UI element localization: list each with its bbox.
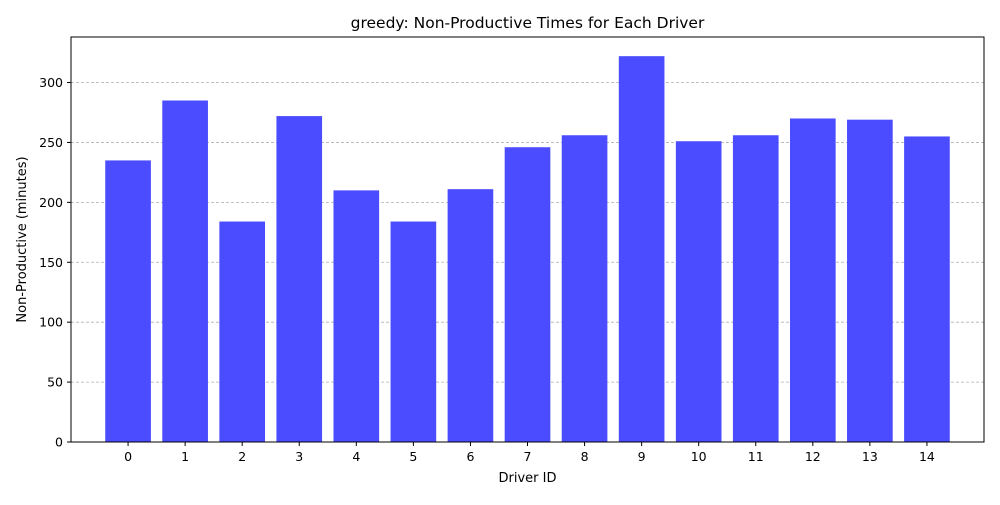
x-tick-label: 1: [181, 449, 189, 464]
bar-driver-11: [732, 135, 779, 442]
y-tick-label: 0: [55, 435, 63, 450]
bar-driver-6: [447, 189, 494, 442]
x-tick-label: 3: [295, 449, 303, 464]
bar-driver-10: [675, 141, 722, 443]
x-tick-label: 9: [638, 449, 646, 464]
x-tick-label: 11: [748, 449, 764, 464]
y-tick-label: 250: [39, 135, 63, 150]
x-tick-label: 5: [409, 449, 417, 464]
bars: [105, 56, 950, 443]
x-tick-label: 14: [919, 449, 935, 464]
y-tick-label: 150: [39, 255, 63, 270]
x-tick-label: 2: [238, 449, 246, 464]
x-tick-label: 6: [466, 449, 474, 464]
y-tick-label: 50: [47, 375, 63, 390]
y-tick-label: 100: [39, 315, 63, 330]
bar-driver-7: [504, 147, 551, 442]
bar-driver-5: [390, 221, 437, 442]
bar-driver-0: [105, 160, 151, 442]
x-tick-label: 13: [862, 449, 878, 464]
x-tick-label: 0: [124, 449, 132, 464]
bar-driver-1: [162, 100, 208, 442]
chart-title: greedy: Non-Productive Times for Each Dr…: [351, 14, 705, 32]
bar-driver-9: [618, 56, 665, 442]
y-tick-label: 300: [39, 75, 63, 90]
bar-driver-3: [276, 116, 323, 443]
x-tick-label: 7: [524, 449, 532, 464]
bar-driver-12: [789, 118, 836, 443]
y-axis-title: Non-Productive (minutes): [15, 156, 30, 322]
bar-driver-2: [219, 221, 266, 442]
x-tick-label: 8: [581, 449, 589, 464]
x-tick-label: 10: [691, 449, 707, 464]
bar-driver-13: [847, 119, 893, 442]
x-tick-label: 4: [352, 449, 360, 464]
bar-driver-8: [561, 135, 608, 442]
y-tick-label: 200: [39, 195, 63, 210]
bar-driver-4: [333, 190, 380, 442]
bar-driver-14: [904, 136, 950, 442]
x-axis-title: Driver ID: [499, 471, 557, 486]
x-tick-label: 12: [805, 449, 821, 464]
